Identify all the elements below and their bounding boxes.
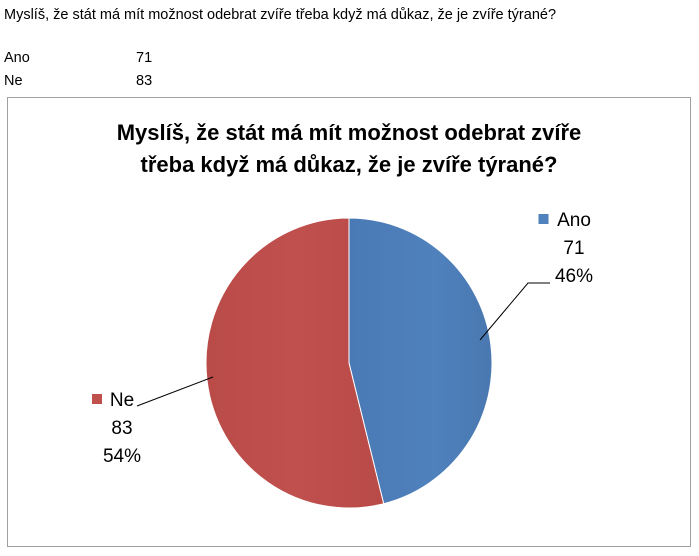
leader-line-ano: [479, 282, 550, 341]
value-label-ano: 71: [563, 238, 584, 259]
percent-label-ne: 54%: [103, 446, 141, 467]
row-value-ano: 71: [136, 50, 153, 66]
percent-label-ano: 46%: [555, 266, 593, 287]
legend-key-ne: [92, 394, 102, 404]
question-text: Myslíš, že stát má mít možnost odebrat z…: [4, 7, 557, 23]
pie-slice-ne: [205, 217, 385, 509]
category-label-ano: Ano: [557, 210, 591, 231]
chart-title-line-1: Myslíš, že stát má mít možnost odebrat z…: [117, 120, 582, 145]
row-label-ne: Ne: [4, 73, 23, 89]
row-label-ano: Ano: [4, 50, 30, 66]
value-label-ne: 83: [111, 418, 132, 439]
pie-slice-ano: [348, 217, 493, 505]
chart-title-line-2: třeba když má důkaz, že je zvíře týrané?: [141, 152, 558, 177]
category-label-ne: Ne: [110, 390, 134, 411]
row-value-ne: 83: [136, 73, 153, 89]
leader-line-ne: [136, 376, 214, 407]
legend-key-ano: [538, 214, 549, 224]
